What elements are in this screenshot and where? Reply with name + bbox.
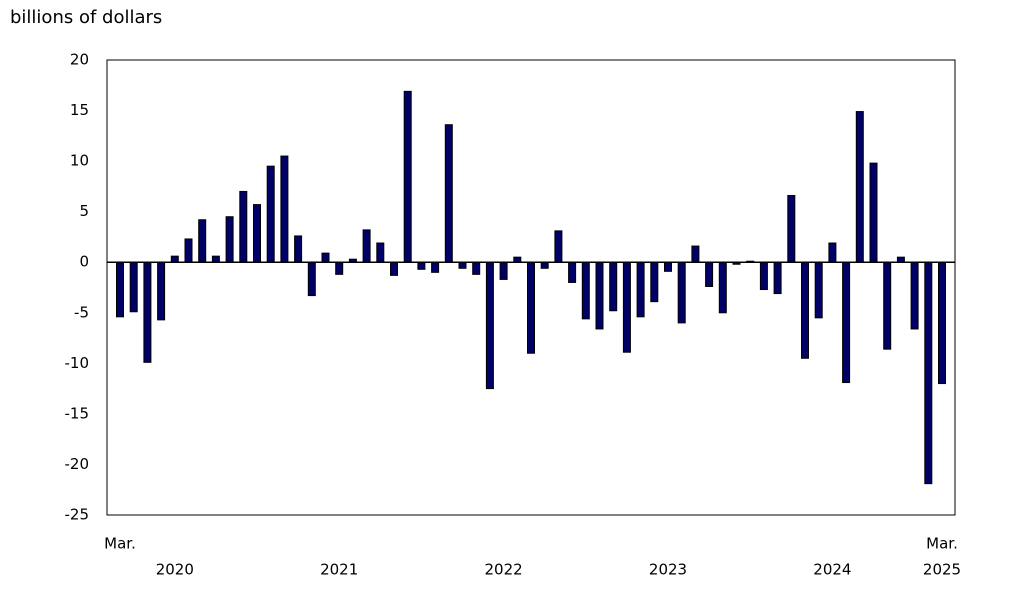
y-axis-label: billions of dollars [10,7,162,28]
bar [787,194,796,263]
bar [938,261,946,385]
x-tick-label: Mar. [926,535,958,553]
bar [157,261,166,321]
y-tick-label: -10 [65,354,90,372]
bar [417,261,426,270]
x-year-label: 2023 [649,561,687,579]
bar [211,255,220,263]
bar [910,261,919,330]
bar [581,261,590,320]
bar [253,204,261,263]
x-year-label: 2024 [813,561,851,579]
bar [198,219,207,263]
bar [170,255,179,263]
bar [335,261,344,275]
bar [691,245,700,263]
bar [116,261,124,318]
bar [403,90,412,263]
bar [855,111,864,263]
bar [718,261,727,314]
bar [527,261,535,354]
bar [801,261,809,359]
bar [485,261,494,390]
y-tick-label: -15 [65,404,90,422]
bar [266,165,275,263]
y-tick-label: -20 [65,455,90,473]
bar [458,261,467,269]
bar [362,229,371,263]
bar [636,261,645,318]
plot-frame [106,59,956,516]
bar [705,261,714,287]
bar [595,261,604,330]
bar [129,261,138,313]
y-tick-label: 5 [79,202,89,220]
bar [814,261,823,319]
x-year-label: 2025 [923,561,961,579]
bar [622,261,631,353]
bar [650,261,659,303]
bar [472,261,481,275]
y-tick-label: 10 [70,152,89,170]
bar [869,162,878,263]
bar [143,261,152,363]
bar [444,124,453,263]
y-tick-label: 0 [79,253,89,271]
bar [431,261,440,273]
bar [540,261,549,269]
bar [513,256,522,263]
y-tick-label: -25 [65,506,90,524]
y-tick-label: -5 [74,303,89,321]
bar [842,261,851,384]
bar [773,261,782,295]
bar [280,155,289,263]
bar [321,252,330,263]
bar [609,261,618,312]
bar [499,261,508,280]
bar [554,230,563,263]
y-tick-label: 20 [70,51,89,69]
bar [896,256,905,263]
bar [677,261,686,324]
bar [664,261,672,272]
x-tick-label: Mar. [104,535,136,553]
bar [307,261,316,297]
bar [239,190,248,263]
bar [759,261,768,291]
bar [568,261,577,283]
x-year-label: 2021 [320,561,358,579]
y-tick-label: 15 [70,101,89,119]
bar [828,242,837,263]
bar [225,216,234,263]
x-year-label: 2020 [156,561,194,579]
bar [883,261,892,350]
bar [184,238,193,263]
bar [376,242,385,263]
bar [924,261,933,485]
bar [390,261,398,276]
x-year-label: 2022 [485,561,523,579]
bar [294,235,303,263]
